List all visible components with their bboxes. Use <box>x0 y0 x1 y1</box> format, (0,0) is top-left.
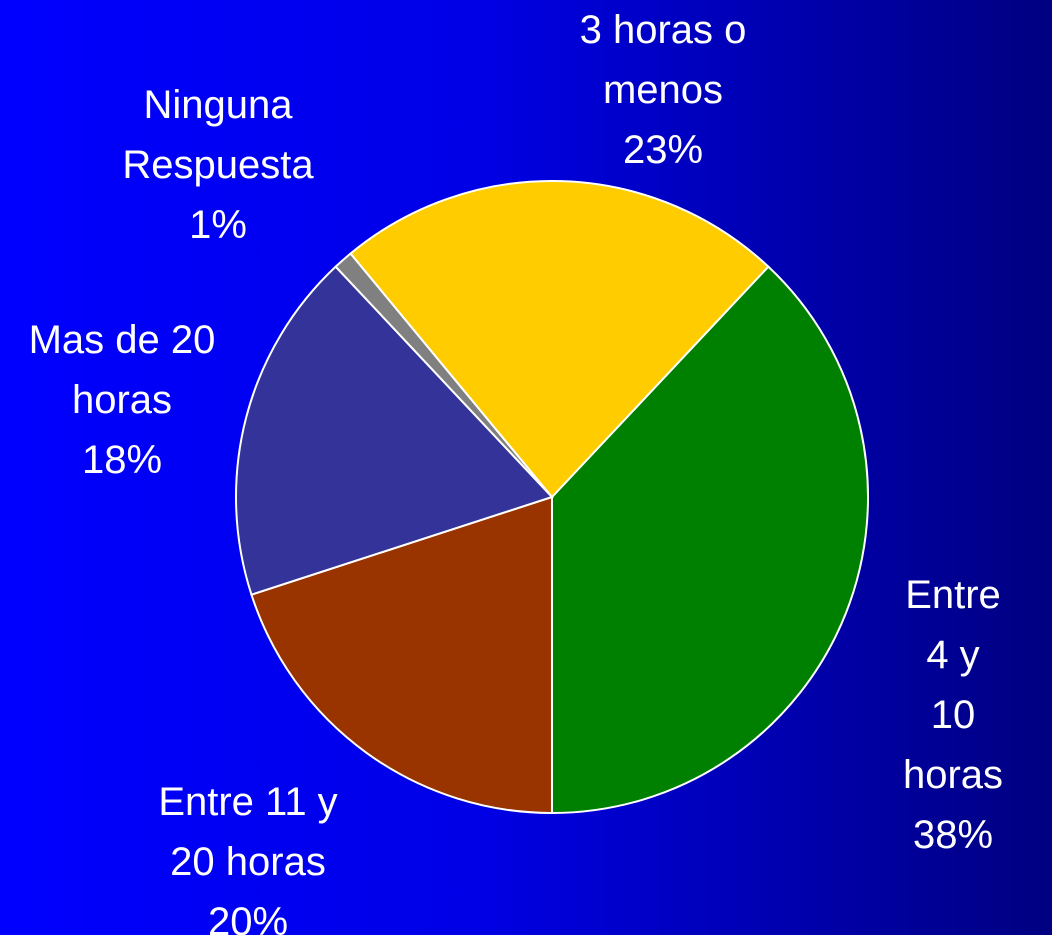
category-label: 3 horas o menos <box>579 8 747 112</box>
value-label: 18% <box>81 438 163 482</box>
category-label: Mas de 20 horas <box>28 318 216 422</box>
category-label: Ninguna Respuesta <box>122 83 314 187</box>
pie-slice <box>250 495 553 815</box>
pie-slice <box>551 265 869 815</box>
slice-label: Ninguna Respuesta 1% <box>122 75 313 255</box>
value-label: 23% <box>622 128 704 172</box>
slice-label: Entre 4 y 10 horas 38% <box>903 565 1003 865</box>
category-label: Entre 11 y 20 horas <box>158 780 338 884</box>
category-label: Entre 4 y 10 horas <box>902 573 1004 797</box>
slice-label: Entre 11 y 20 horas 20% <box>158 772 337 935</box>
value-label: 1% <box>189 203 247 247</box>
slice-label: 3 horas o menos 23% <box>580 0 747 180</box>
pie-slice <box>235 265 554 596</box>
value-label: 20% <box>207 900 289 935</box>
pie-slice <box>349 180 770 499</box>
value-label: 38% <box>912 813 994 857</box>
slice-label: Mas de 20 horas 18% <box>29 310 216 490</box>
